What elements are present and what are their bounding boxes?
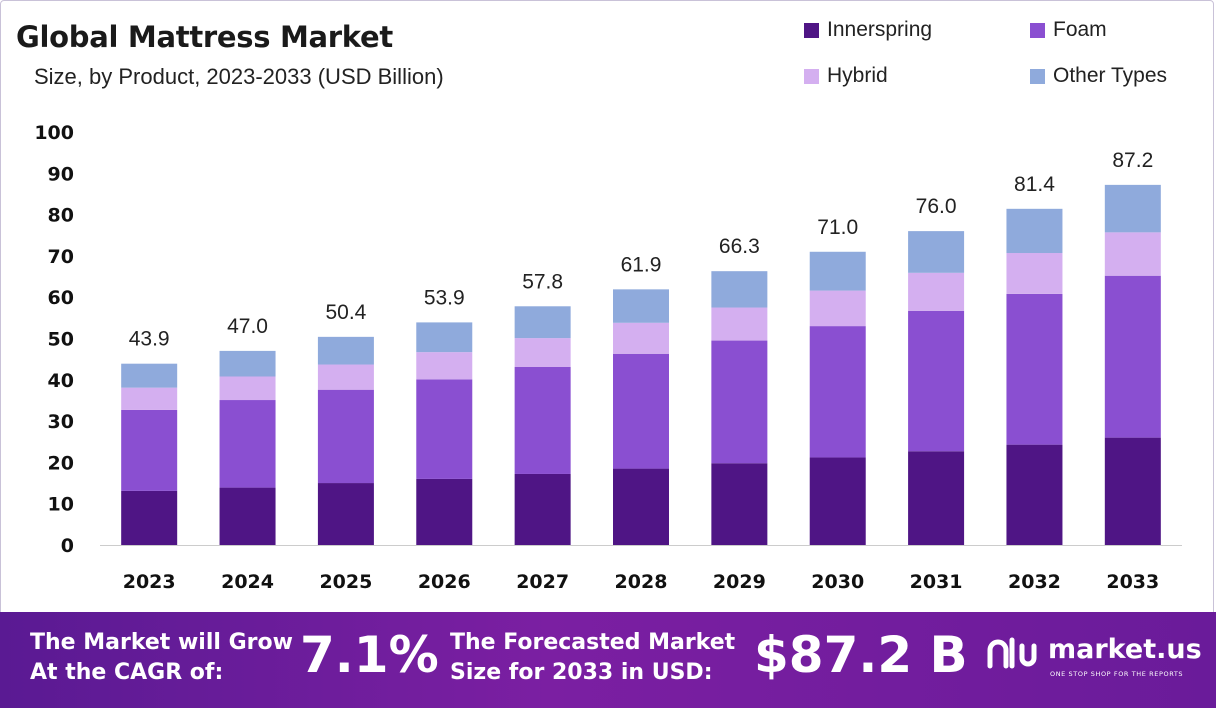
bar-segment-foam (908, 310, 965, 452)
stacked-bar-chart: 010203040506070809010043.9202347.0202450… (34, 122, 1182, 593)
bar-total-label: 81.4 (1014, 173, 1055, 196)
bar-segment-hybrid (908, 272, 965, 311)
bar-segment-innerspring (514, 473, 571, 545)
bar-segment-innerspring (219, 487, 276, 545)
bar-segment-foam (219, 400, 276, 488)
bar-segment-other-types (219, 350, 276, 377)
bar-total-label: 43.9 (129, 328, 170, 351)
y-tick-label: 90 (48, 163, 74, 185)
bar-segment-hybrid (219, 376, 276, 401)
market-us-logo-icon (987, 637, 1037, 669)
bar-total-label: 47.0 (227, 315, 268, 338)
bar-segment-other-types (809, 251, 866, 291)
bar-segment-innerspring (121, 490, 178, 545)
x-tick-label: 2030 (811, 571, 864, 593)
y-tick-label: 70 (48, 246, 74, 268)
y-tick-label: 50 (48, 329, 74, 351)
bar-total-label: 53.9 (424, 286, 465, 309)
bar-segment-innerspring (613, 468, 669, 545)
x-tick-label: 2032 (1008, 571, 1061, 593)
forecast-label-line-2: Size for 2033 in USD: (450, 660, 713, 685)
bar-segment-other-types (514, 306, 571, 339)
cagr-label: The Market will Grow At the CAGR of: (30, 628, 293, 688)
bar-segment-other-types (416, 322, 473, 353)
y-tick-label: 60 (48, 287, 74, 309)
x-tick-label: 2024 (221, 571, 274, 593)
bar-segment-other-types (121, 363, 178, 388)
bar-segment-hybrid (514, 338, 571, 367)
bar-segment-other-types (1006, 208, 1063, 254)
forecast-value: $87.2 B (754, 626, 968, 684)
bar-segment-innerspring (809, 457, 866, 545)
footer-banner: The Market will Grow At the CAGR of: 7.1… (0, 612, 1216, 708)
x-tick-label: 2027 (516, 571, 569, 593)
y-tick-label: 30 (48, 411, 74, 433)
bar-segment-innerspring (317, 483, 374, 545)
bar-segment-other-types (1104, 184, 1161, 233)
forecast-label-line-1: The Forecasted Market (450, 630, 736, 655)
x-tick-label: 2023 (123, 571, 176, 593)
y-tick-label: 10 (48, 494, 74, 516)
bar-segment-hybrid (809, 290, 866, 327)
bar-total-label: 71.0 (817, 216, 858, 239)
bar-total-label: 76.0 (916, 195, 957, 218)
bar-segment-innerspring (711, 463, 768, 545)
bar-segment-innerspring (908, 451, 965, 545)
bar-segment-hybrid (416, 352, 473, 380)
bar-segment-hybrid (711, 307, 768, 341)
x-tick-label: 2029 (713, 571, 766, 593)
bar-segment-innerspring (1104, 437, 1161, 545)
bar-segment-other-types (613, 289, 669, 323)
bar-segment-foam (1104, 275, 1161, 438)
y-tick-label: 40 (48, 370, 74, 392)
bar-segment-other-types (908, 231, 965, 273)
bar-total-label: 50.4 (325, 301, 366, 324)
bar-total-label: 61.9 (621, 253, 662, 276)
bar-segment-foam (317, 389, 374, 484)
bar-segment-hybrid (317, 364, 374, 390)
cagr-label-line-2: At the CAGR of: (30, 660, 224, 685)
bar-segment-foam (711, 340, 768, 464)
bar-segment-hybrid (613, 322, 669, 354)
bar-segment-other-types (711, 271, 768, 308)
cagr-label-line-1: The Market will Grow (30, 630, 293, 655)
bar-segment-hybrid (1006, 253, 1063, 294)
bar-segment-hybrid (1104, 232, 1161, 276)
x-tick-label: 2033 (1106, 571, 1159, 593)
x-tick-label: 2031 (910, 571, 963, 593)
bar-segment-foam (1006, 293, 1063, 445)
x-tick-label: 2026 (418, 571, 471, 593)
bar-total-label: 87.2 (1112, 149, 1153, 172)
brand-tagline: ONE STOP SHOP FOR THE REPORTS (1050, 670, 1184, 678)
y-tick-label: 100 (34, 122, 74, 144)
bar-segment-other-types (317, 336, 374, 365)
bar-segment-foam (809, 326, 866, 458)
forecast-label: The Forecasted Market Size for 2033 in U… (450, 628, 735, 688)
bar-total-label: 66.3 (719, 235, 760, 258)
bar-segment-foam (121, 409, 178, 491)
brand-name: market.us (1048, 634, 1202, 665)
cagr-value: 7.1% (300, 626, 439, 684)
y-tick-label: 20 (48, 452, 74, 474)
x-tick-label: 2028 (615, 571, 668, 593)
bar-segment-innerspring (1006, 444, 1063, 545)
x-tick-label: 2025 (319, 571, 372, 593)
bar-segment-innerspring (416, 478, 473, 545)
y-tick-label: 0 (61, 535, 74, 557)
bar-segment-hybrid (121, 387, 178, 410)
chart-title: Global Mattress Market (16, 20, 393, 54)
y-tick-label: 80 (48, 205, 74, 227)
bar-segment-foam (514, 366, 571, 474)
bar-segment-foam (416, 379, 473, 479)
bar-segment-foam (613, 353, 669, 469)
chart-subtitle: Size, by Product, 2023-2033 (USD Billion… (34, 64, 444, 89)
bar-total-label: 57.8 (522, 270, 563, 293)
